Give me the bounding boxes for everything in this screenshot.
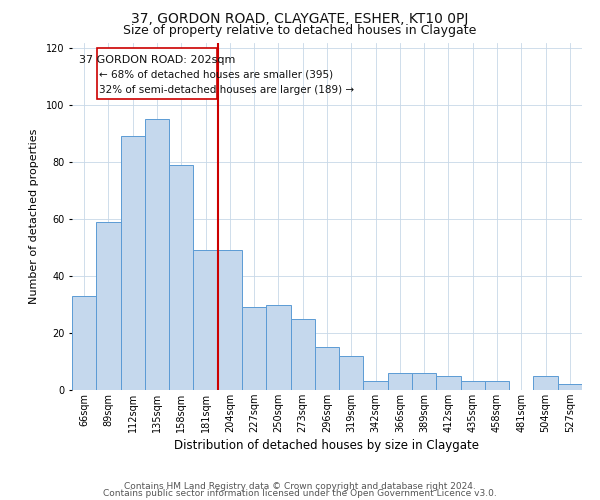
Text: 37 GORDON ROAD: 202sqm: 37 GORDON ROAD: 202sqm	[79, 56, 235, 66]
Bar	[315, 348, 339, 390]
Bar	[364, 382, 388, 390]
Y-axis label: Number of detached properties: Number of detached properties	[29, 128, 39, 304]
Bar	[218, 250, 242, 390]
Bar	[193, 250, 218, 390]
Bar	[339, 356, 364, 390]
Text: 32% of semi-detached houses are larger (189) →: 32% of semi-detached houses are larger (…	[99, 85, 355, 95]
Bar	[461, 382, 485, 390]
X-axis label: Distribution of detached houses by size in Claygate: Distribution of detached houses by size …	[175, 439, 479, 452]
Text: Contains public sector information licensed under the Open Government Licence v3: Contains public sector information licen…	[103, 489, 497, 498]
Text: Size of property relative to detached houses in Claygate: Size of property relative to detached ho…	[124, 24, 476, 37]
Bar	[266, 304, 290, 390]
Bar	[121, 136, 145, 390]
Bar	[169, 165, 193, 390]
Bar	[558, 384, 582, 390]
Text: Contains HM Land Registry data © Crown copyright and database right 2024.: Contains HM Land Registry data © Crown c…	[124, 482, 476, 491]
Bar	[145, 120, 169, 390]
Bar	[436, 376, 461, 390]
Bar	[412, 373, 436, 390]
Bar	[242, 308, 266, 390]
Bar	[96, 222, 121, 390]
Bar	[485, 382, 509, 390]
Text: 37, GORDON ROAD, CLAYGATE, ESHER, KT10 0PJ: 37, GORDON ROAD, CLAYGATE, ESHER, KT10 0…	[131, 12, 469, 26]
Bar	[72, 296, 96, 390]
Bar	[290, 319, 315, 390]
Bar	[388, 373, 412, 390]
Bar	[533, 376, 558, 390]
Text: ← 68% of detached houses are smaller (395): ← 68% of detached houses are smaller (39…	[99, 70, 334, 80]
FancyBboxPatch shape	[97, 48, 217, 100]
